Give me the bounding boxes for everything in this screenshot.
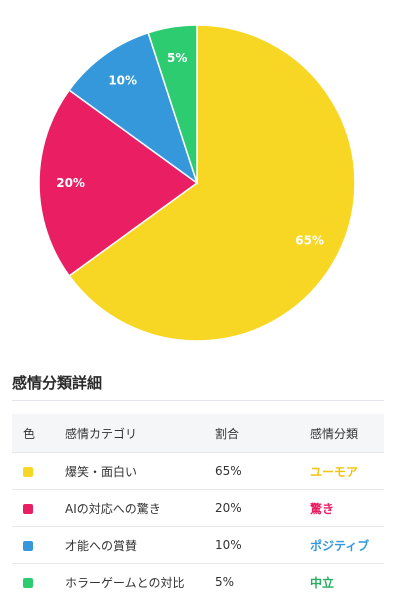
row-share: 10% [215, 526, 310, 564]
section-divider [12, 400, 384, 401]
emotion-pie-chart: 65% 20% 10% 5% [38, 24, 356, 342]
table-row: 爆笑・面白い 65% ユーモア [12, 452, 384, 490]
row-share: 65% [215, 452, 310, 490]
row-share: 5% [215, 563, 310, 600]
pie-slice [38, 89, 199, 277]
header-classification: 感情分類 [310, 414, 384, 453]
row-classification: 中立 [310, 563, 384, 600]
row-category: ホラーゲームとの対比 [65, 563, 215, 600]
row-category: 爆笑・面白い [65, 452, 215, 490]
pie-slice-label: 5% [167, 51, 187, 65]
row-color-cell [12, 563, 65, 600]
pie-slice [147, 24, 198, 184]
row-classification: ユーモア [310, 452, 384, 490]
color-swatch-icon [23, 577, 33, 588]
row-color-cell [12, 489, 65, 527]
emotion-detail-table: 色 感情カテゴリ 割合 感情分類 爆笑・面白い 65% ユーモア AIの対応への… [12, 414, 384, 600]
row-color-cell [12, 526, 65, 564]
pie-slice [68, 31, 199, 185]
row-share: 20% [215, 489, 310, 527]
header-category: 感情カテゴリ [65, 414, 215, 453]
table-row: AIの対応への驚き 20% 驚き [12, 489, 384, 527]
color-swatch-icon [23, 540, 33, 551]
pie-slices [38, 24, 356, 342]
pie-slice-label: 20% [56, 176, 85, 190]
color-swatch-icon [23, 503, 33, 514]
row-category: AIの対応への驚き [65, 489, 215, 527]
row-classification: ポジティブ [310, 526, 384, 564]
table-row: ホラーゲームとの対比 5% 中立 [12, 563, 384, 600]
header-color: 色 [12, 414, 65, 453]
row-color-cell [12, 452, 65, 490]
pie-slice-label: 10% [108, 74, 137, 88]
header-share: 割合 [215, 414, 310, 453]
row-classification: 驚き [310, 489, 384, 527]
table-header-row: 色 感情カテゴリ 割合 感情分類 [12, 414, 384, 453]
pie-labels: 65% 20% 10% 5% [56, 51, 324, 247]
color-swatch-icon [23, 466, 33, 477]
row-category: 才能への賞賛 [65, 526, 215, 564]
section-title: 感情分類詳細 [12, 374, 103, 392]
pie-slice-label: 65% [295, 233, 324, 247]
table-row: 才能への賞賛 10% ポジティブ [12, 526, 384, 564]
pie-slice [68, 24, 356, 342]
